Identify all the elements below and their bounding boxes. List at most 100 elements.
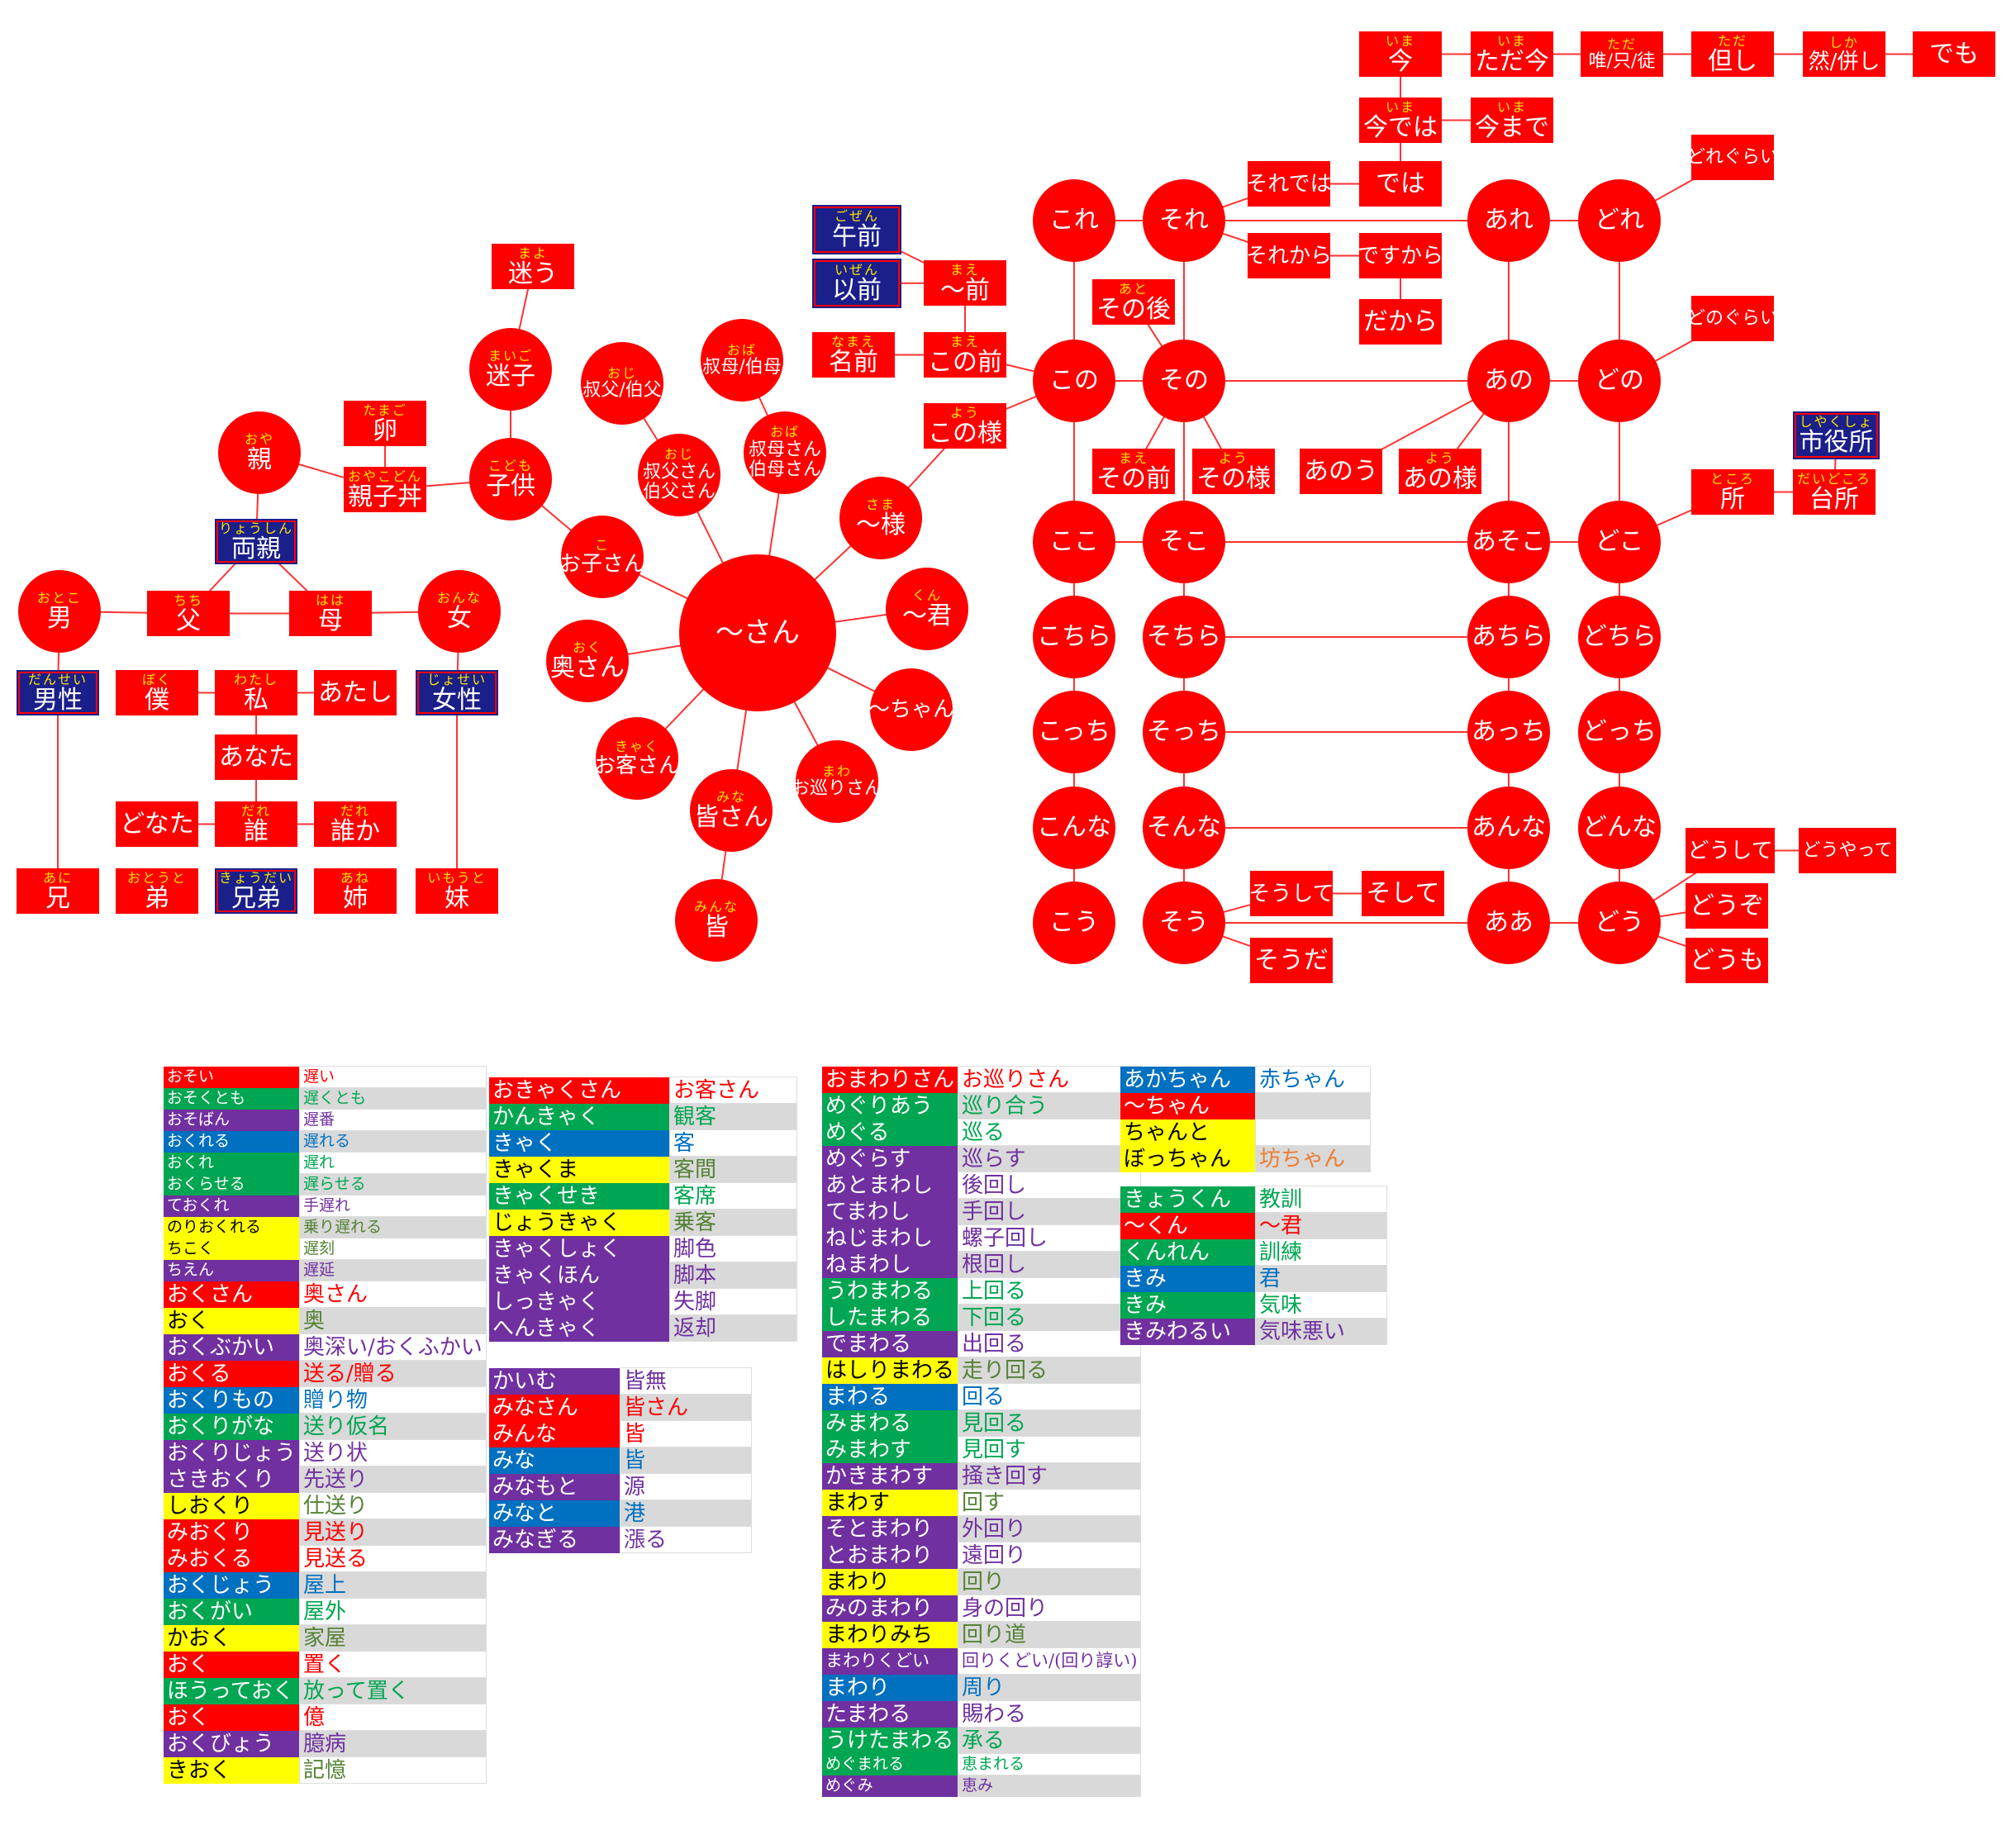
node-reading: おとこ xyxy=(36,590,82,606)
reading-cell: みまわる xyxy=(822,1409,958,1437)
table-row: きゃくしょく 脚色 xyxy=(489,1235,797,1262)
reading-cell: まわり xyxy=(822,1568,958,1595)
table-row: みおくり 見送り xyxy=(164,1519,487,1546)
word-cell: 脚色 xyxy=(669,1235,797,1262)
node-label: あのう xyxy=(1304,456,1378,486)
node-label: どの xyxy=(1595,366,1644,395)
node-tada: ただ 唯/只/徒 xyxy=(1581,31,1663,77)
node-reading: いもうと xyxy=(427,869,487,886)
word-cell: 観客 xyxy=(669,1103,797,1130)
reading-cell: しっきゃく xyxy=(489,1288,670,1315)
reading-cell: おまわりさん xyxy=(822,1066,958,1093)
node-soshite: そして xyxy=(1362,871,1444,916)
table-row: とおまわり 遠回り xyxy=(822,1542,1142,1569)
node-dore_gurai: どれぐらい xyxy=(1691,135,1774,180)
reading-cell: ～くん xyxy=(1120,1212,1256,1239)
node-label: あちら xyxy=(1472,622,1546,651)
reading-cell: みなぎる xyxy=(489,1526,620,1553)
node-josei: じょせい 女性 xyxy=(416,670,498,715)
vocab-table-t4: おまわりさん お巡りさん めぐりあう 巡り合う めぐる 巡る めぐらす 巡らす あとまわし 後回し… xyxy=(822,1066,1142,1797)
node-label: ～ちゃん xyxy=(870,697,953,722)
node-label: そうして xyxy=(1250,881,1333,906)
node-koko: ここ xyxy=(1033,501,1115,583)
node-label: お巡りさん xyxy=(796,778,878,799)
node-label: 妹 xyxy=(445,883,469,913)
reading-cell: めぐまれる xyxy=(822,1753,958,1775)
table-row: きみ君 xyxy=(1120,1265,1387,1292)
table-row: まわる 回る xyxy=(822,1383,1142,1410)
table-row: したまわる 下回る xyxy=(822,1304,1142,1331)
node-label: ただ今 xyxy=(1475,46,1549,76)
node-reading: あに xyxy=(42,869,73,886)
word-cell: 螺子回し xyxy=(958,1224,1142,1252)
table-row: おくらせる 遅らせる xyxy=(164,1173,487,1195)
reading-cell: ～ちゃん xyxy=(1120,1092,1256,1119)
word-cell: 遅刻 xyxy=(299,1238,487,1260)
node-reading: しやくしょ xyxy=(1799,414,1874,430)
node-demo: でも xyxy=(1913,31,1995,77)
table-row: おく億 xyxy=(164,1704,487,1731)
node-reading: さま xyxy=(865,497,896,512)
word-cell: 遅れる xyxy=(299,1130,487,1153)
node-kore: これ xyxy=(1033,179,1115,262)
word-cell: 出回る xyxy=(958,1330,1142,1357)
table-row: まわり 周り xyxy=(822,1674,1142,1701)
reading-cell: おそくとも xyxy=(164,1087,300,1110)
node-atashi: あたし xyxy=(314,670,397,715)
node-oya: おや親 xyxy=(218,411,301,494)
node-okosan: こお子さん xyxy=(561,516,644,598)
node-label: どちら xyxy=(1582,622,1657,651)
node-konna: こんな xyxy=(1033,787,1115,869)
node-label: 父 xyxy=(176,606,201,635)
node-namae: なまえ 名前 xyxy=(812,332,895,378)
table-row: おくぶかい 奥深い/おくふかい xyxy=(164,1333,487,1361)
reading-cell: まわりくどい xyxy=(822,1647,958,1675)
table-row: めぐりあう 巡り合う xyxy=(822,1092,1142,1119)
node-label: どれ xyxy=(1595,206,1644,235)
word-cell: 皆 xyxy=(620,1447,752,1474)
node-sonogo: あと その後 xyxy=(1092,279,1175,325)
table-row: きおく 記憶 xyxy=(164,1756,487,1784)
node-reading: まよ xyxy=(517,245,548,261)
table-row: ねじまわし 螺子回し xyxy=(822,1224,1142,1252)
reading-cell: かきまわす xyxy=(822,1462,958,1490)
node-boku: ぼく僕 xyxy=(116,670,198,715)
reading-cell: ねまわし xyxy=(822,1251,958,1278)
table-row: おくりもの 贈り物 xyxy=(164,1386,487,1414)
word-cell: 恵み xyxy=(958,1775,1142,1797)
node-label: その前 xyxy=(1096,463,1171,493)
table-row: しっきゃく 失脚 xyxy=(489,1288,797,1315)
node-label: どんな xyxy=(1582,813,1657,842)
node-label: 以前 xyxy=(832,276,882,305)
reading-cell: おく xyxy=(164,1651,300,1678)
word-cell: 屋上 xyxy=(299,1571,487,1599)
node-reading: おば xyxy=(726,342,757,358)
node-are: あれ xyxy=(1467,179,1550,262)
word-cell: 先送り xyxy=(299,1466,487,1493)
word-cell: 回る xyxy=(958,1383,1142,1410)
node-minna: みんな皆 xyxy=(675,879,758,962)
node-haha: はは母 xyxy=(289,591,372,636)
node-dakara: だから xyxy=(1359,299,1442,345)
reading-cell: まわす xyxy=(822,1489,958,1516)
node-aa: ああ xyxy=(1467,882,1550,964)
node-label: 男 xyxy=(47,604,72,633)
table-row: ちえん 遅延 xyxy=(164,1259,487,1281)
table-row: じょうきゃく 乗客 xyxy=(489,1209,797,1236)
word-cell: 屋外 xyxy=(299,1598,487,1625)
reading-cell: おくびょう xyxy=(164,1730,300,1757)
node-label: 今まで xyxy=(1475,112,1549,142)
node-sonomae: まえ その前 xyxy=(1092,449,1175,494)
table-row: おくりがな 送り仮名 xyxy=(164,1413,487,1440)
reading-cell: みな xyxy=(489,1447,620,1474)
node-anoyou: よう あの様 xyxy=(1399,449,1481,494)
reading-cell: くんれん xyxy=(1120,1238,1256,1266)
table-row: そとまわり 外回り xyxy=(822,1515,1142,1542)
node-label: そっち xyxy=(1147,717,1221,746)
vocab-table-t6: きょうくん 教訓 ～くん ～君 くんれん 訓練 きみ君きみ 気味 きみわるい 気味悪い xyxy=(1120,1186,1387,1345)
reading-cell: おきゃくさん xyxy=(489,1077,670,1104)
node-label: 台所 xyxy=(1809,484,1859,514)
word-cell: 気味 xyxy=(1255,1291,1387,1319)
table-row: おきゃくさん お客さん xyxy=(489,1077,797,1104)
node-label: あの様 xyxy=(1403,463,1477,493)
